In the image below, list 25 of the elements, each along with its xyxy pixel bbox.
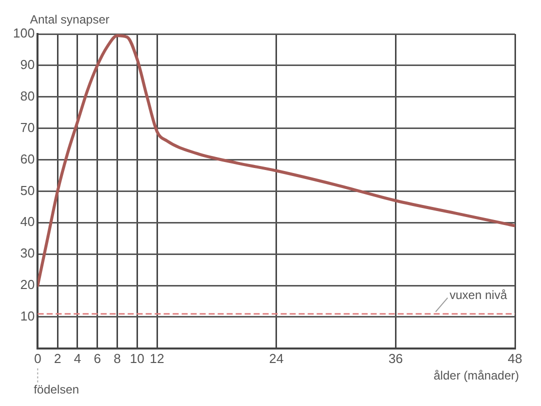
y-tick-label: 40 bbox=[20, 214, 35, 230]
x-tick-label: 12 bbox=[150, 350, 164, 366]
x-tick-label: 6 bbox=[94, 350, 101, 366]
text: födelsen bbox=[34, 382, 80, 397]
x-tick-label: 4 bbox=[74, 350, 82, 366]
y-tick-label: 50 bbox=[20, 182, 35, 198]
y-tick-label: 60 bbox=[20, 151, 35, 166]
x-axis-title: ålder (månader) bbox=[434, 368, 519, 383]
x-tick-label: 2 bbox=[54, 350, 62, 366]
x-tick-label: 24 bbox=[269, 350, 284, 366]
y-tick-label: 20 bbox=[20, 277, 35, 292]
x-tick-label: 0 bbox=[34, 350, 42, 366]
line-series bbox=[38, 34, 515, 288]
y-tick-label: 30 bbox=[20, 246, 35, 261]
ref-line-label: vuxen nivå bbox=[450, 288, 508, 302]
y-axis-title: Antal synapser bbox=[30, 12, 110, 26]
y-tick-label: 10 bbox=[20, 308, 35, 324]
x-tick-label: 10 bbox=[130, 350, 144, 366]
y-tick-label: 80 bbox=[20, 88, 35, 104]
x-tick-label: 8 bbox=[114, 350, 121, 366]
y-tick-label: 100 bbox=[12, 26, 35, 41]
y-tick-label: 90 bbox=[20, 57, 35, 72]
x-tick-label: 48 bbox=[508, 350, 522, 366]
x-tick-label: 36 bbox=[388, 350, 403, 366]
y-tick-label: 70 bbox=[20, 120, 35, 135]
